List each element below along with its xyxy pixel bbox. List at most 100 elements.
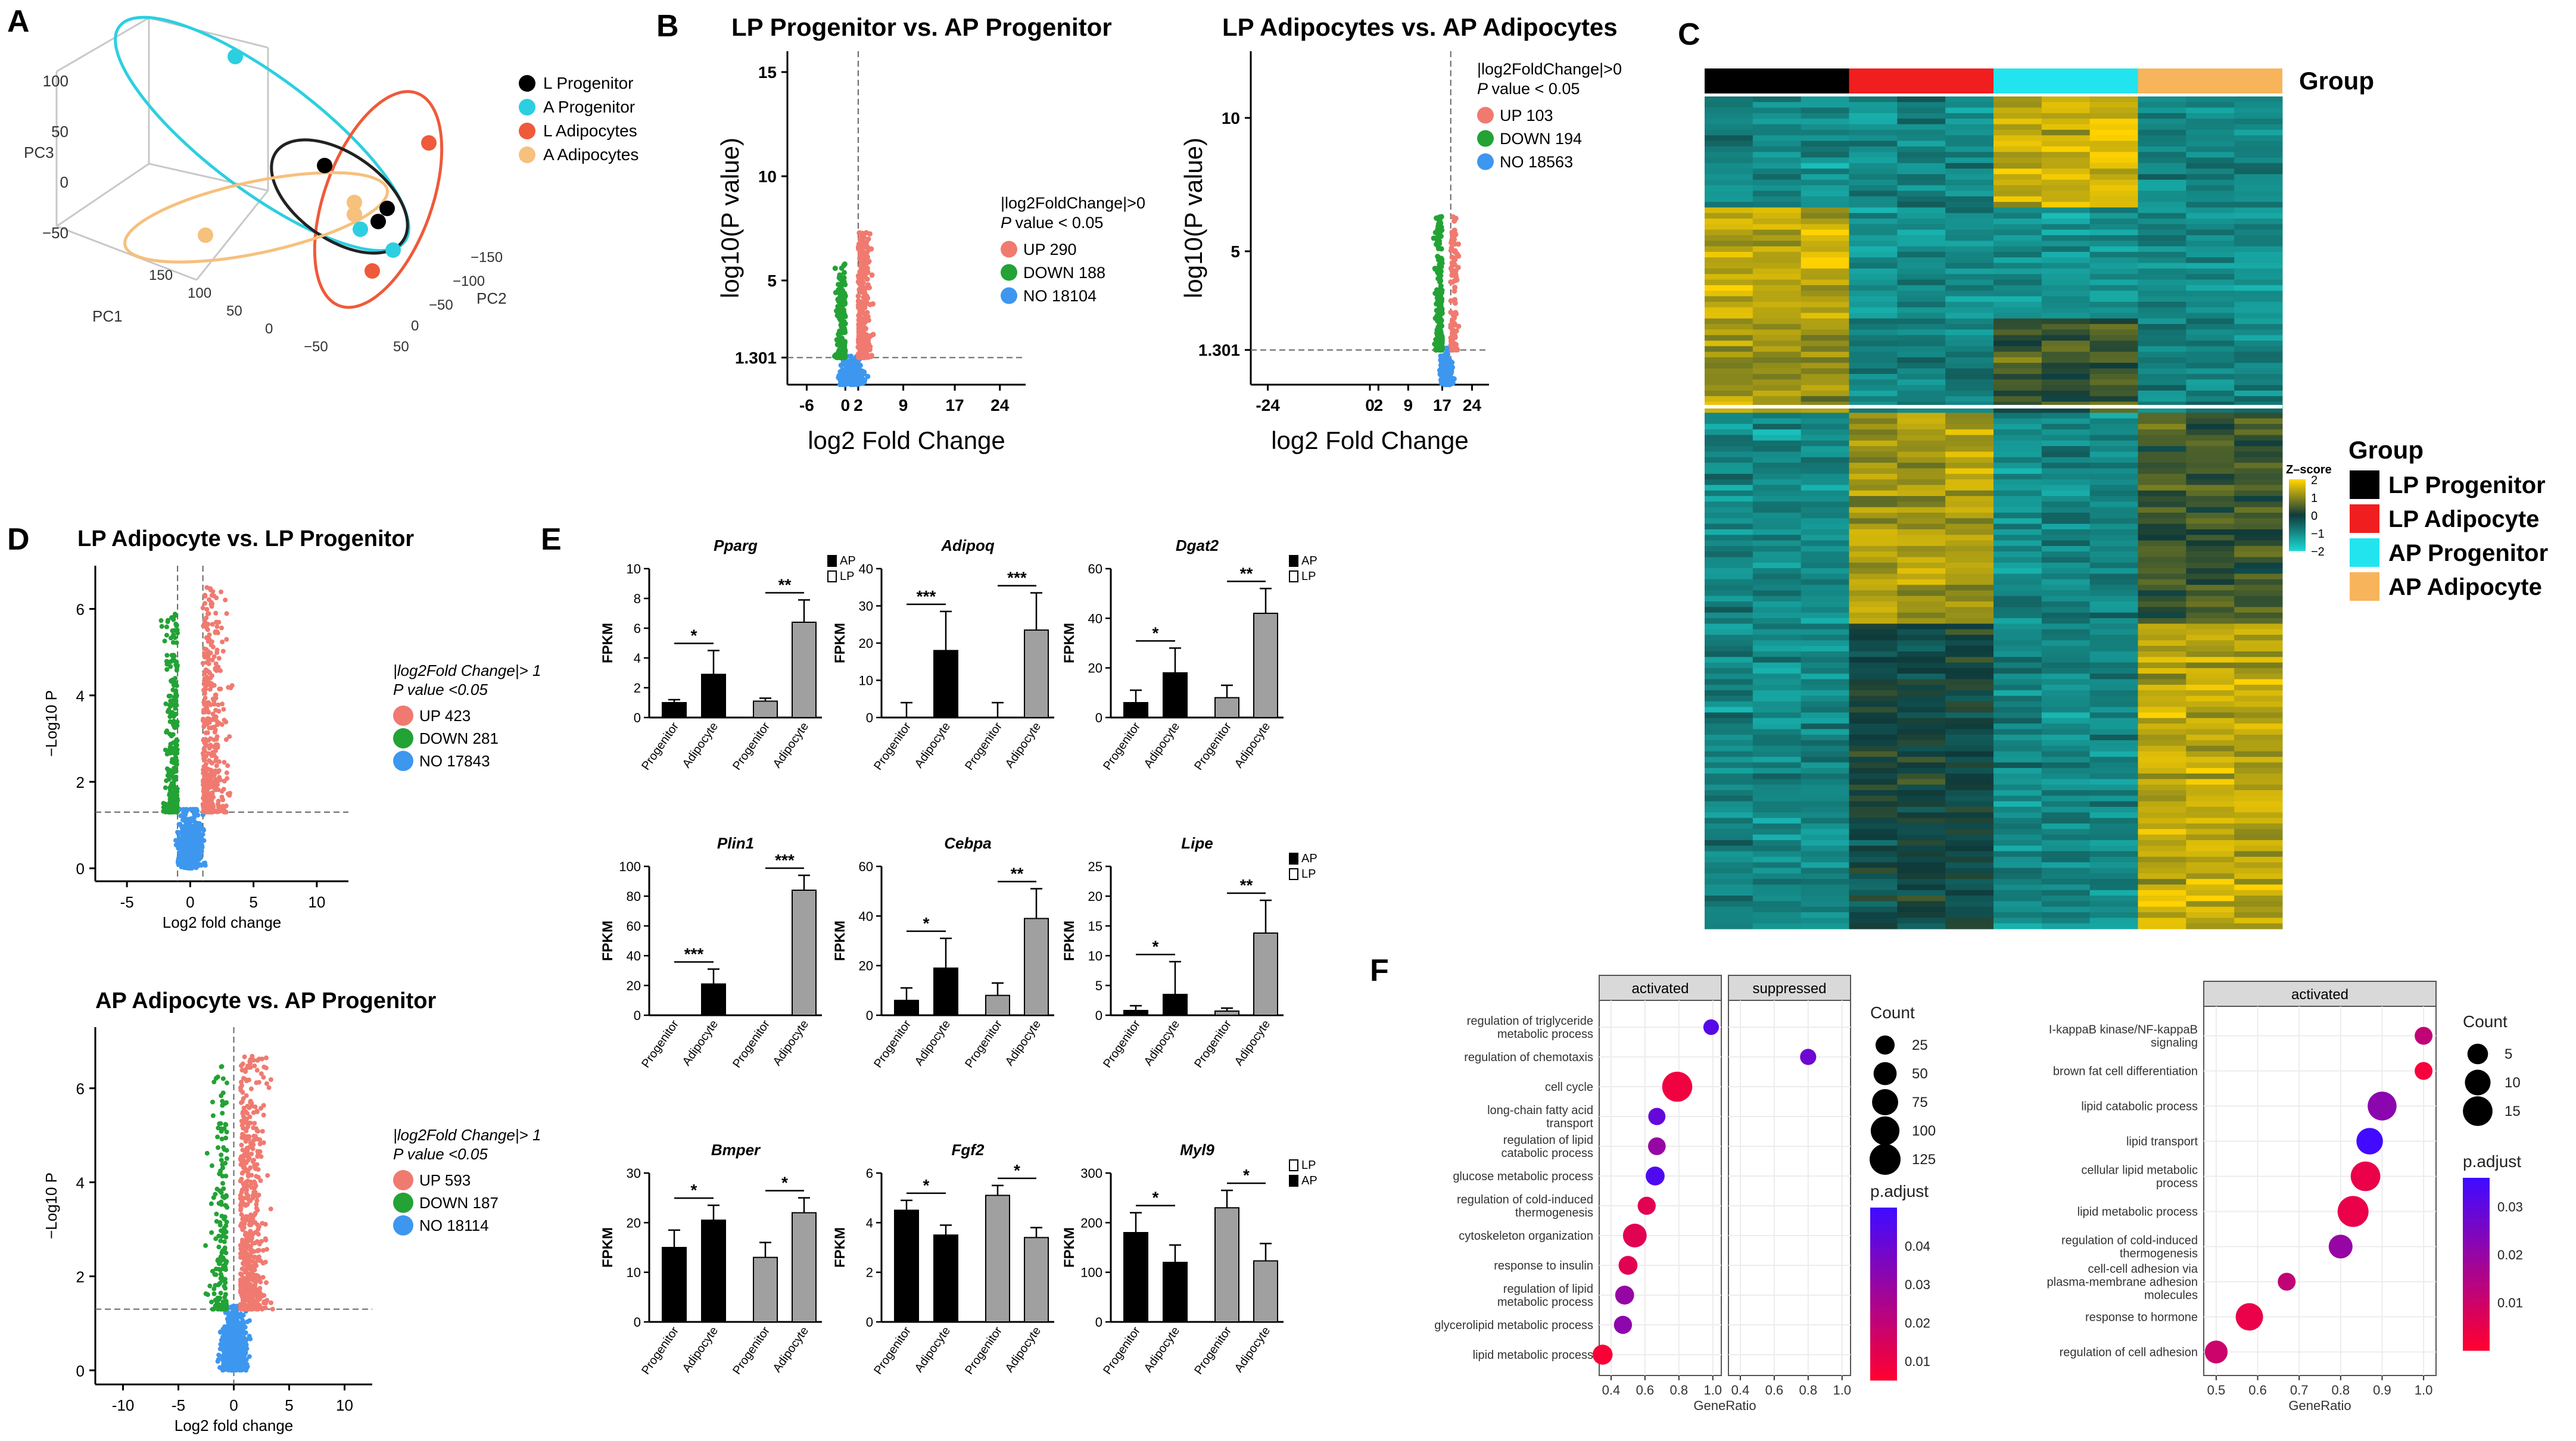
heatmap-cell — [2186, 313, 2235, 319]
legend-label: NO 18563 — [1500, 153, 1573, 171]
panel-label-b: B — [656, 9, 679, 43]
down-regulated-point — [841, 270, 847, 276]
heatmap-cell — [2041, 390, 2091, 397]
up-regulated-point — [257, 1141, 263, 1147]
heatmap-cell — [2089, 335, 2138, 341]
down-regulated-point — [1434, 235, 1440, 241]
heatmap-cell — [1705, 368, 1753, 375]
pc1-tick: 50 — [226, 303, 242, 319]
up-regulated-point — [221, 707, 226, 712]
heatmap-cell — [2041, 318, 2091, 325]
up-regulated-point — [248, 1264, 253, 1269]
up-regulated-point — [244, 1191, 249, 1196]
heatmap-cell — [1801, 318, 1849, 325]
heatmap-cell — [1752, 390, 1802, 397]
down-regulated-point — [171, 770, 176, 775]
heatmap-cell — [2089, 368, 2138, 375]
up-regulated-point — [256, 1167, 261, 1172]
heatmap-cell — [1849, 341, 1898, 347]
heatmap-cell — [2089, 291, 2138, 297]
heatmap-cell — [1945, 413, 1994, 419]
pca-grid-line — [148, 17, 269, 49]
heatmap-cell — [1849, 118, 1898, 125]
up-regulated-point — [855, 293, 861, 299]
heatmap-cell — [1705, 207, 1753, 214]
heatmap-cell — [1897, 363, 1946, 369]
heatmap-cell — [1945, 335, 1994, 341]
heatmap-cell — [1705, 102, 1753, 108]
heatmap-cell — [1752, 324, 1802, 330]
pca-sample-point — [370, 214, 386, 229]
up-regulated-point — [1449, 240, 1454, 246]
heatmap-cell — [1945, 296, 1994, 302]
heatmap-cell — [1945, 351, 1994, 358]
non-significant-point — [849, 373, 855, 379]
heatmap-cell — [2234, 285, 2283, 291]
heatmap-cell — [1945, 207, 1994, 214]
heatmap-cell — [1752, 307, 1802, 313]
heatmap-cell — [2089, 341, 2138, 347]
down-regulated-point — [1434, 330, 1440, 336]
legend-label: L Progenitor — [543, 74, 634, 92]
heatmap-cell — [1705, 118, 1753, 125]
heatmap-cell — [2041, 146, 2091, 152]
heatmap-cell — [2186, 329, 2235, 336]
heatmap-cell — [1945, 291, 1994, 297]
heatmap-cell — [2089, 329, 2138, 336]
legend-swatch — [393, 1192, 413, 1213]
heatmap-cell — [1801, 113, 1849, 119]
heatmap-cell — [2138, 124, 2186, 130]
non-significant-point — [1440, 355, 1446, 361]
heatmap-cell — [1849, 396, 1898, 403]
heatmap-cell — [2186, 213, 2235, 219]
up-regulated-point — [247, 1134, 252, 1139]
up-regulated-point — [259, 1239, 264, 1244]
legend-pvalue-line: P value < 0.05 — [1477, 80, 1580, 98]
non-significant-point — [1446, 375, 1451, 380]
heatmap-cell — [1752, 179, 1802, 186]
heatmap-cell — [1849, 174, 1898, 180]
up-regulated-point — [1448, 248, 1454, 254]
up-regulated-point — [242, 1270, 248, 1275]
up-regulated-point — [264, 1280, 269, 1285]
down-regulated-point — [174, 640, 179, 645]
x-axis-title: log2 Fold Change — [1271, 426, 1469, 454]
down-regulated-point — [173, 676, 178, 681]
heatmap-cell — [1801, 251, 1849, 258]
legend-pvalue-line: P value <0.05 — [393, 681, 488, 698]
heatmap-cell — [1993, 429, 2042, 436]
non-significant-point — [185, 859, 190, 865]
heatmap-cell — [2138, 324, 2186, 330]
down-regulated-point — [173, 722, 179, 728]
down-regulated-point — [172, 766, 177, 771]
heatmap-cell — [1705, 318, 1753, 325]
panel-label-a: A — [7, 4, 30, 39]
heatmap-cell — [2041, 313, 2091, 319]
up-regulated-point — [244, 1128, 249, 1134]
heatmap-cell — [2234, 307, 2283, 313]
down-regulated-point — [174, 758, 179, 763]
heatmap-cell — [2041, 169, 2091, 174]
heatmap-cell — [1897, 285, 1946, 291]
heatmap-cell — [2234, 368, 2283, 375]
heatmap-cell — [2138, 318, 2186, 325]
down-regulated-point — [837, 335, 843, 341]
heatmap-cell — [2186, 102, 2235, 108]
heatmap-cell — [2041, 96, 2091, 102]
heatmap-cell — [1801, 169, 1849, 174]
up-regulated-point — [869, 272, 875, 278]
heatmap-cell — [1993, 174, 2042, 180]
up-regulated-point — [239, 1177, 244, 1182]
up-regulated-point — [220, 640, 225, 645]
heatmap-cell — [1993, 268, 2042, 275]
heatmap-cell — [2089, 124, 2138, 130]
up-regulated-point — [253, 1300, 258, 1306]
non-significant-point — [197, 856, 202, 862]
up-regulated-point — [239, 1142, 244, 1147]
heatmap-cell — [2138, 229, 2186, 236]
non-significant-point — [245, 1364, 250, 1369]
up-regulated-point — [202, 722, 207, 727]
down-regulated-point — [224, 1147, 229, 1153]
l-adipocytes-ellipse — [313, 90, 444, 309]
